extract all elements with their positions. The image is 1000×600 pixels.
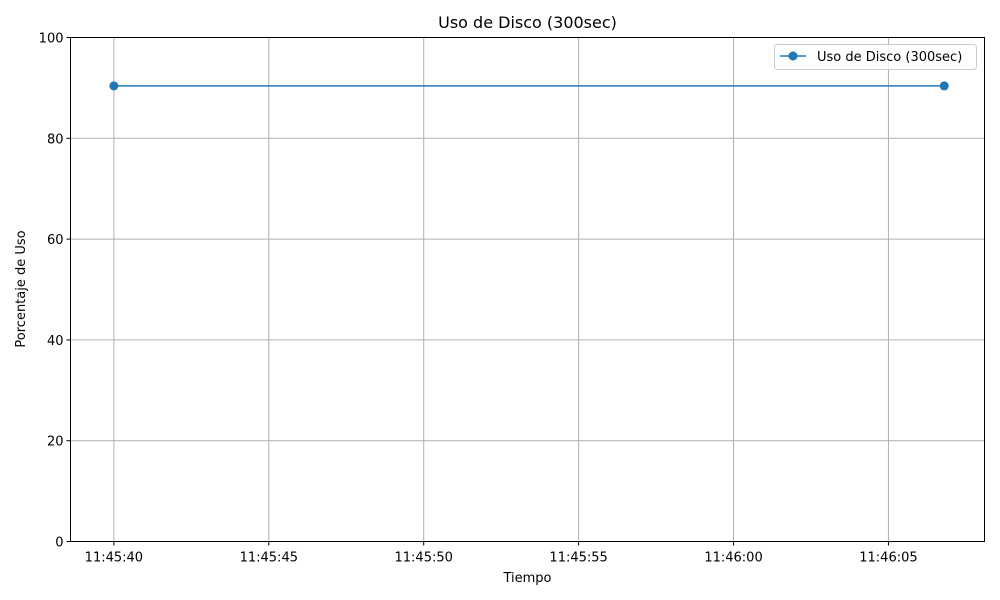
y-tick-label: 0 bbox=[55, 536, 63, 551]
legend-marker-swatch bbox=[788, 51, 798, 61]
legend-label: Uso de Disco (300sec) bbox=[817, 50, 962, 65]
y-tick-label: 20 bbox=[47, 435, 64, 450]
x-tick-label: 11:46:00 bbox=[704, 551, 762, 566]
axis-ticks: 11:45:40 11:45:45 11:45:50 11:45:55 11:46:00… bbox=[39, 32, 918, 566]
x-tick-label: 11:45:45 bbox=[240, 551, 298, 566]
series-layer bbox=[109, 81, 949, 91]
y-tick-label: 80 bbox=[47, 132, 64, 147]
y-tick-label: 40 bbox=[47, 334, 64, 349]
y-tick-label: 60 bbox=[47, 233, 64, 248]
y-tick-label: 100 bbox=[39, 32, 64, 47]
x-tick-label: 11:46:05 bbox=[859, 551, 917, 566]
legend-box bbox=[774, 44, 977, 70]
data-point bbox=[109, 81, 119, 91]
x-axis-label: Tiempo bbox=[502, 571, 551, 586]
x-tick-label: 11:45:55 bbox=[549, 551, 607, 566]
y-axis-label: Porcentaje de Uso bbox=[14, 230, 29, 347]
x-tick-label: 11:45:40 bbox=[85, 551, 143, 566]
chart-title: Uso de Disco (300sec) bbox=[438, 13, 617, 32]
grid bbox=[70, 37, 985, 542]
data-point bbox=[939, 81, 949, 91]
plot-frame bbox=[70, 37, 985, 542]
x-tick-label: 11:45:50 bbox=[395, 551, 453, 566]
legend: Uso de Disco (300sec) bbox=[774, 44, 977, 70]
